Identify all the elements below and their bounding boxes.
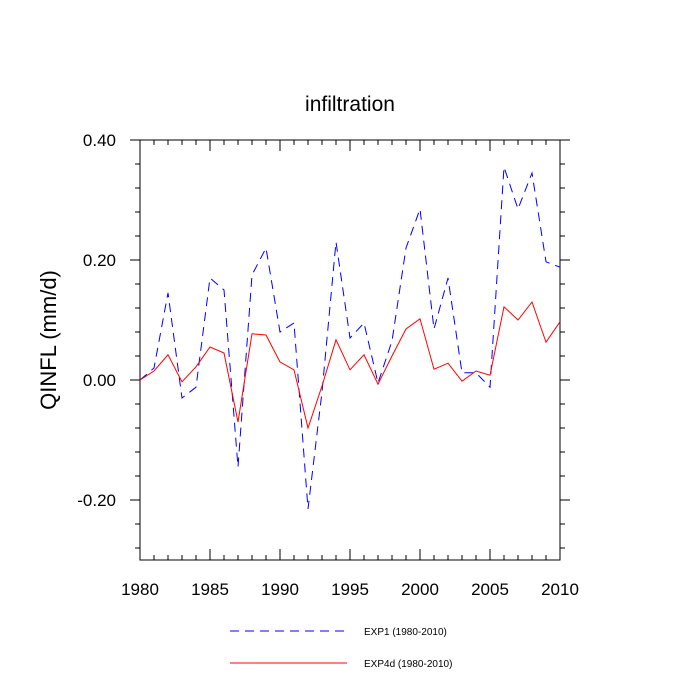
chart-title: infiltration — [305, 93, 395, 116]
series-line-exp1 — [139, 166, 561, 510]
x-tick-label: 1980 — [121, 580, 159, 599]
x-tick-label: 2005 — [471, 580, 509, 599]
x-tick-label: 1995 — [331, 580, 369, 599]
y-tick-label: -0.20 — [77, 491, 116, 510]
x-tick-label: 1990 — [261, 580, 299, 599]
legend-label-exp4d: EXP4d (1980-2010) — [364, 659, 452, 670]
series-line-exp4d — [139, 300, 561, 430]
y-axis-label: QINFL (mm/d) — [36, 270, 61, 410]
y-tick-label: 0.20 — [83, 251, 116, 270]
x-tick-label: 2000 — [401, 580, 439, 599]
x-tick-label: 2010 — [541, 580, 579, 599]
legend-label-exp1: EXP1 (1980-2010) — [364, 627, 447, 638]
y-tick-label: 0.00 — [83, 371, 116, 390]
y-tick-label: 0.40 — [83, 131, 116, 150]
plot-frame — [139, 139, 561, 561]
x-tick-label: 1985 — [191, 580, 229, 599]
